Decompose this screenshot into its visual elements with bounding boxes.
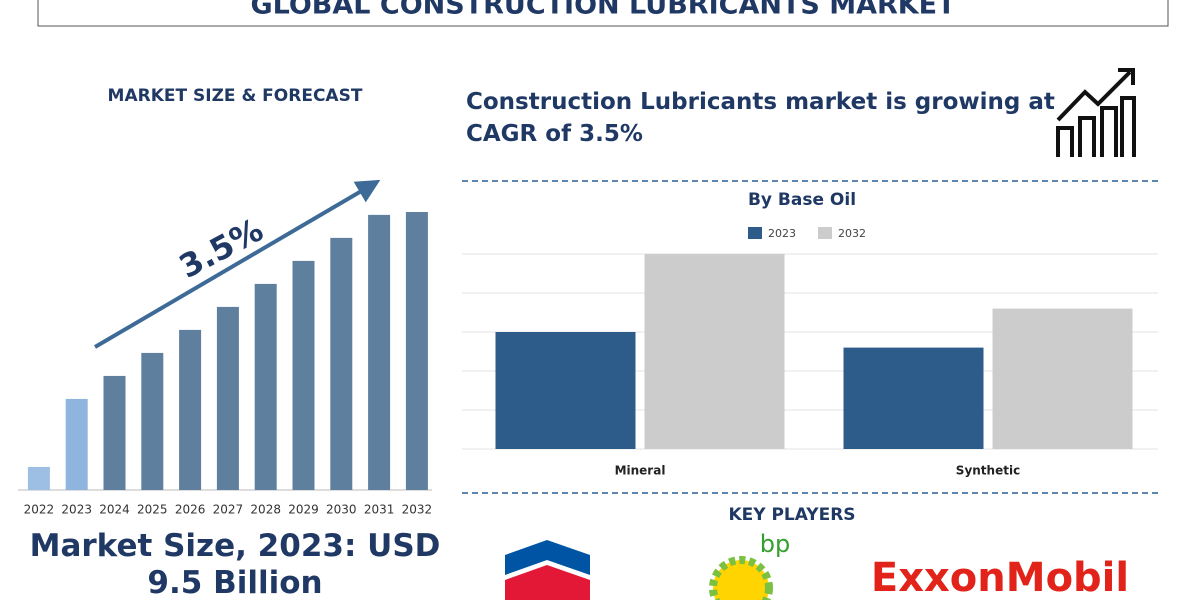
x-tick-label: 2027 — [213, 503, 244, 517]
key-players-heading: KEY PLAYERS — [728, 505, 855, 525]
bar — [992, 308, 1133, 449]
bar — [368, 214, 391, 490]
chart-title: By Base Oil — [748, 190, 856, 210]
x-tick-label: 2031 — [364, 503, 395, 517]
bar — [65, 398, 88, 490]
x-tick-label: Mineral — [615, 464, 666, 478]
x-tick-label: 2026 — [175, 503, 206, 517]
legend-label: 2032 — [838, 227, 866, 240]
x-tick-label: Synthetic — [956, 464, 1020, 478]
growth-note: Construction Lubricants market is growin… — [466, 89, 1055, 147]
bar — [843, 347, 984, 449]
legend-label: 2023 — [768, 227, 796, 240]
bar — [27, 466, 50, 490]
bar — [179, 329, 202, 490]
x-tick-label: 2032 — [402, 503, 433, 517]
growth-icon — [1056, 68, 1136, 157]
bar — [405, 212, 428, 490]
bar — [254, 283, 277, 490]
bar — [216, 306, 239, 490]
page-title: GLOBAL CONSTRUCTION LUBRICANTS MARKET — [250, 0, 956, 21]
title-box — [37, 0, 1169, 27]
growth-arrow — [93, 179, 381, 349]
x-tick-label: 2022 — [24, 503, 55, 517]
bp-logo: bp — [760, 530, 790, 558]
bar — [495, 332, 636, 449]
bar — [103, 375, 126, 490]
bar — [141, 352, 164, 490]
bp-helios — [709, 556, 773, 600]
forecast-heading: MARKET SIZE & FORECAST — [108, 86, 363, 106]
x-tick-label: 2028 — [250, 503, 281, 517]
legend-swatch — [818, 227, 832, 239]
exxonmobil-logo: ExxonMobil — [871, 555, 1129, 600]
bar — [644, 254, 785, 449]
chevron-logo — [505, 540, 590, 600]
legend-swatch — [748, 227, 762, 239]
bar — [292, 260, 315, 490]
bar — [330, 237, 353, 490]
x-tick-label: 2029 — [288, 503, 319, 517]
market-size-summary: Market Size, 2023: USD 9.5 Billion — [29, 528, 441, 601]
x-tick-label: 2024 — [99, 503, 130, 517]
x-tick-label: 2023 — [61, 503, 92, 517]
x-tick-label: 2025 — [137, 503, 168, 517]
x-tick-label: 2030 — [326, 503, 357, 517]
